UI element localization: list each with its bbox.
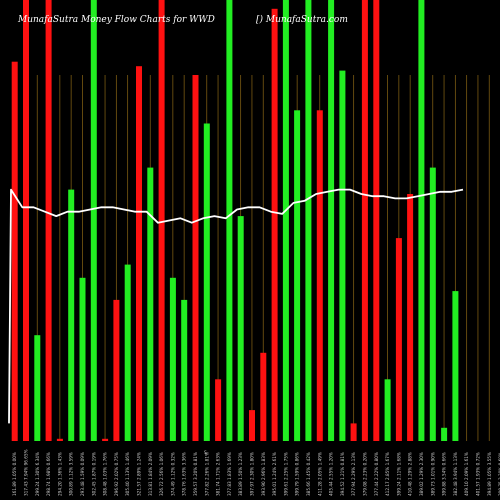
inflow-bar <box>68 189 75 441</box>
money-flow-line <box>8 188 464 424</box>
x-tick-label: 389.73 1.01% 0.90% <box>430 452 435 496</box>
x-tick-label: 399.61 2.25% 1.75% <box>283 452 288 496</box>
outflow-bar <box>249 410 255 441</box>
inflow-bar <box>384 379 391 441</box>
x-tick-label: 359.57 3.20% 0.81% <box>193 452 198 496</box>
x-tick-label: 299.24 1.30% 6.34% <box>35 452 40 496</box>
grid-lines <box>14 75 490 441</box>
inflow-bar <box>124 264 131 441</box>
x-tick-label: 385.66 1.45% 0.42% <box>306 452 311 496</box>
inflow-bar <box>79 277 86 441</box>
inflow-bar <box>226 0 233 441</box>
outflow-bar <box>361 0 368 441</box>
outflow-bar <box>56 438 63 441</box>
x-tick-label: 313.81 1.84% 2.09% <box>148 452 153 496</box>
inflow-bar <box>452 291 459 441</box>
outflow-bar <box>215 379 222 441</box>
x-tick-label: 401.57 1.93% 0.72% <box>475 452 480 496</box>
x-tick-label: 377.94 2.29% 2.13% <box>351 452 356 496</box>
inflow-bar <box>169 277 176 441</box>
outflow-bar <box>11 61 18 441</box>
x-tick-label: 377.83 1.83% 1.69% <box>227 452 232 496</box>
outflow-bar <box>158 0 165 441</box>
bar-series <box>11 0 459 442</box>
x-tick-label: 326.72 2.56% 1.06% <box>159 452 164 496</box>
x-tick-label: 302.45 1.87% 0.19% <box>91 452 96 496</box>
outflow-bar <box>260 352 267 441</box>
x-tick-label: 374.49 1.12% 0.32% <box>170 452 175 496</box>
outflow-bar <box>407 194 414 441</box>
x-tick-label: 389.02 1.29% 2.30% <box>419 452 424 496</box>
x-tick-label: 161.89 1.05% 0.00% <box>12 452 17 496</box>
outflow-bar <box>45 0 52 441</box>
inflow-bar <box>441 427 448 441</box>
x-tick-label: 382.48 3.94% 1.13% <box>453 452 458 496</box>
x-tick-label: 377.82 2.26% 1.81% <box>204 452 209 496</box>
x-tick-label: 308.48 1.03% 1.76% <box>103 452 108 496</box>
inflow-bar <box>418 0 425 441</box>
x-tick-label: 399.79 1.59% 0.86% <box>295 452 300 496</box>
inflow-bar <box>328 0 335 441</box>
x-tick-label: 395.01 1.24% 2.61% <box>272 452 277 496</box>
x-tick-label: 405.44 2.55% 1.20% <box>329 452 334 496</box>
x-tick-label: 390.75 2.38% 0.68% <box>498 452 500 496</box>
outflow-bar <box>395 238 402 441</box>
x-tick-label: 298.74 1.98% 0.66% <box>46 452 51 496</box>
inflow-bar <box>90 0 97 441</box>
outflow-bar <box>23 0 29 441</box>
inflow-bar <box>237 216 244 441</box>
inflow-bar <box>339 70 346 441</box>
x-tick-label: 397.97 2.30% 1.80% <box>250 452 255 496</box>
outflow-bar <box>192 75 199 441</box>
x-tick-label: 411.28 2.05% 1.49% <box>317 452 322 496</box>
outflow-bar <box>113 299 120 441</box>
outflow-bar <box>316 110 323 442</box>
outflow-bar <box>271 8 278 442</box>
x-tick-label: 300.89 1.12% 3.59% <box>69 452 74 496</box>
x-tick-label: 394.52 1.21% 0.81% <box>340 452 345 496</box>
x-axis-labels: 161.89 1.05% 0.00% 317.43 7.94% 96.65% 299… <box>12 449 500 496</box>
outflow-bar <box>373 0 380 441</box>
x-tick-label: 412.17 2.85% 1.67% <box>385 452 390 496</box>
x-tick-label: 394.89 1.05% 3.55% <box>487 452 492 496</box>
x-tick-label: 293.48 1.59% 0.09% <box>80 452 85 496</box>
x-tick-label: 410.48 1.29% 2.88% <box>408 452 413 496</box>
chart-title-right: [) MunafaSutra.com <box>256 14 348 25</box>
x-tick-label: 383.89 1.50% 1.23% <box>238 452 243 496</box>
inflow-bar <box>147 167 154 441</box>
x-tick-label: 409.10 2.09% 1.61% <box>464 452 469 496</box>
x-tick-label: 378.76 1.63% 3.36% <box>182 452 187 496</box>
outflow-bar <box>136 66 142 441</box>
x-tick-label: 305.40 1.13% 1.46% <box>125 452 130 496</box>
inflow-bar <box>34 335 41 441</box>
inflow-bar <box>282 0 289 441</box>
x-tick-label: 379.08 2.23% 0.20% <box>362 452 367 496</box>
bottom-marker: S <box>204 450 207 455</box>
x-tick-label: 381.74 1.71% 2.63% <box>216 452 221 496</box>
inflow-bar <box>429 167 436 441</box>
x-tick-label: 399.24 2.11% 1.68% <box>396 452 401 496</box>
x-tick-label: 317.43 7.94% 96.65% <box>24 449 29 496</box>
x-tick-label: 393.90 2.96% 1.83% <box>261 452 266 496</box>
inflow-bar <box>181 299 188 441</box>
inflow-bar <box>294 110 301 442</box>
x-tick-label: 294.20 1.36% 1.43% <box>57 452 62 496</box>
inflow-bar <box>203 123 210 441</box>
inflow-bar <box>305 0 312 441</box>
x-tick-label: 321.57 2.89% 1.24% <box>137 452 142 496</box>
x-tick-label: 399.88 3.54% 0.66% <box>442 452 447 496</box>
chart-title-left: MunafaSutra Money Flow Charts for WWD <box>17 15 215 25</box>
x-tick-label: 296.92 2.02% 0.75% <box>114 452 119 496</box>
outflow-bar <box>350 423 357 441</box>
outflow-bar <box>102 438 109 441</box>
x-tick-label: 377.44 2.22% 0.80% <box>374 452 379 496</box>
